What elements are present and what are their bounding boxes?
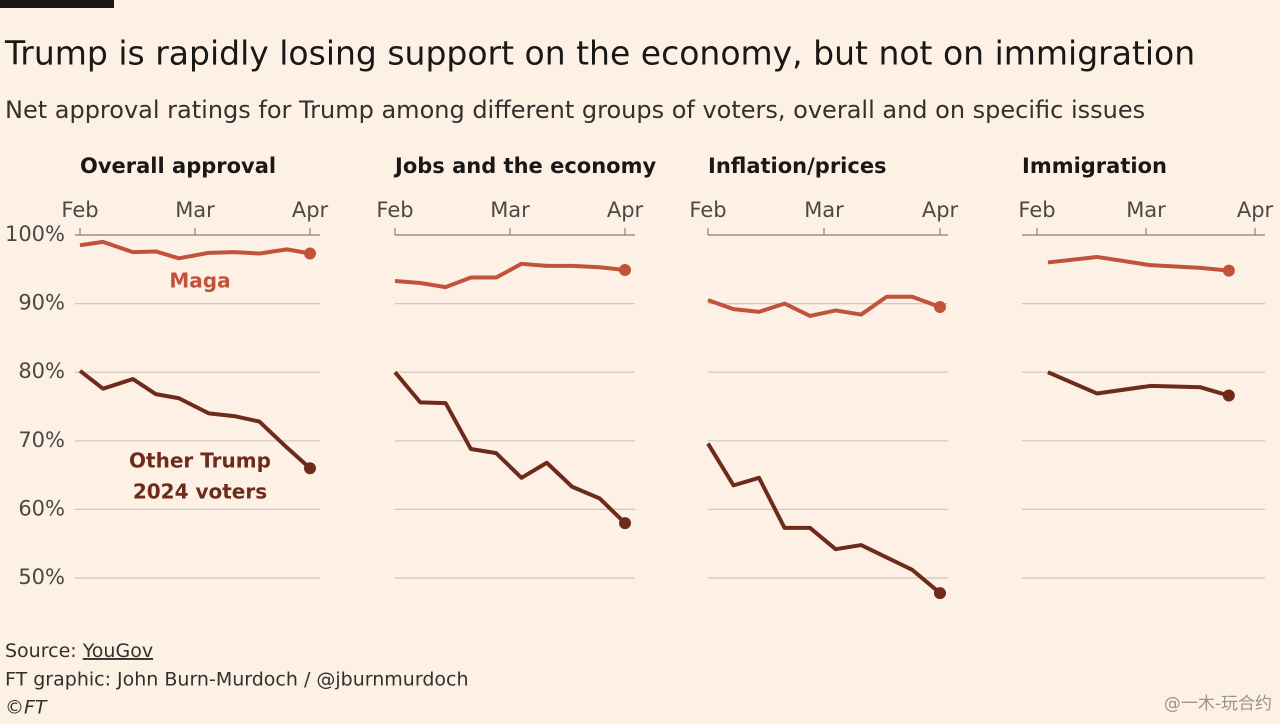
series-line <box>79 239 311 261</box>
series-line <box>707 294 941 318</box>
series-line <box>1047 254 1230 273</box>
x-tick-label: Feb <box>61 198 98 222</box>
y-tick-label: 70% <box>18 428 65 452</box>
end-dot <box>1222 389 1235 402</box>
y-tick-label: 80% <box>18 359 65 383</box>
source-label: Source: <box>5 640 77 662</box>
watermark: @一木-玩合约 <box>1164 694 1272 714</box>
series-line <box>393 370 627 525</box>
panel-title: Immigration <box>1022 154 1167 178</box>
chart-subtitle: Net approval ratings for Trump among dif… <box>5 96 1145 124</box>
y-tick-label: 100% <box>5 222 65 246</box>
chart-title: Trump is rapidly losing support on the e… <box>4 34 1195 73</box>
end-dot <box>304 462 316 475</box>
series-line <box>1047 370 1230 398</box>
x-tick-label: Apr <box>607 198 644 222</box>
x-tick-label: Mar <box>804 198 844 222</box>
annotation: 2024 voters <box>133 480 267 504</box>
y-tick-label: 60% <box>18 496 65 520</box>
x-tick-label: Feb <box>376 198 413 222</box>
x-tick-label: Mar <box>1126 198 1166 222</box>
y-tick-label: 50% <box>18 565 65 589</box>
panel-title: Inflation/prices <box>708 154 887 178</box>
end-dot <box>934 587 946 600</box>
end-dot <box>1222 264 1235 277</box>
x-tick-label: Apr <box>292 198 329 222</box>
source: Source: YouGov <box>5 640 153 662</box>
x-tick-label: Feb <box>1018 198 1055 222</box>
series-line <box>78 369 312 470</box>
annotation: Maga <box>169 269 230 293</box>
brand-bar <box>0 0 114 8</box>
end-dot <box>304 247 316 260</box>
credit: FT graphic: John Burn-Murdoch / @jburnmu… <box>5 669 469 691</box>
panel-title: Overall approval <box>80 154 276 178</box>
source-link[interactable]: YouGov <box>82 640 153 662</box>
panel-title: Jobs and the economy <box>393 154 656 178</box>
end-dot <box>619 263 631 276</box>
y-tick-label: 90% <box>18 291 65 315</box>
x-tick-label: Feb <box>689 198 726 222</box>
x-tick-label: Apr <box>922 198 959 222</box>
series-line <box>394 261 626 290</box>
copyright: ©FT <box>5 697 48 719</box>
x-tick-label: Mar <box>490 198 530 222</box>
annotation: Other Trump <box>129 449 271 473</box>
series-line <box>706 442 942 595</box>
x-tick-label: Apr <box>1237 198 1274 222</box>
x-tick-label: Mar <box>175 198 215 222</box>
end-dot <box>934 301 946 314</box>
end-dot <box>619 517 631 530</box>
